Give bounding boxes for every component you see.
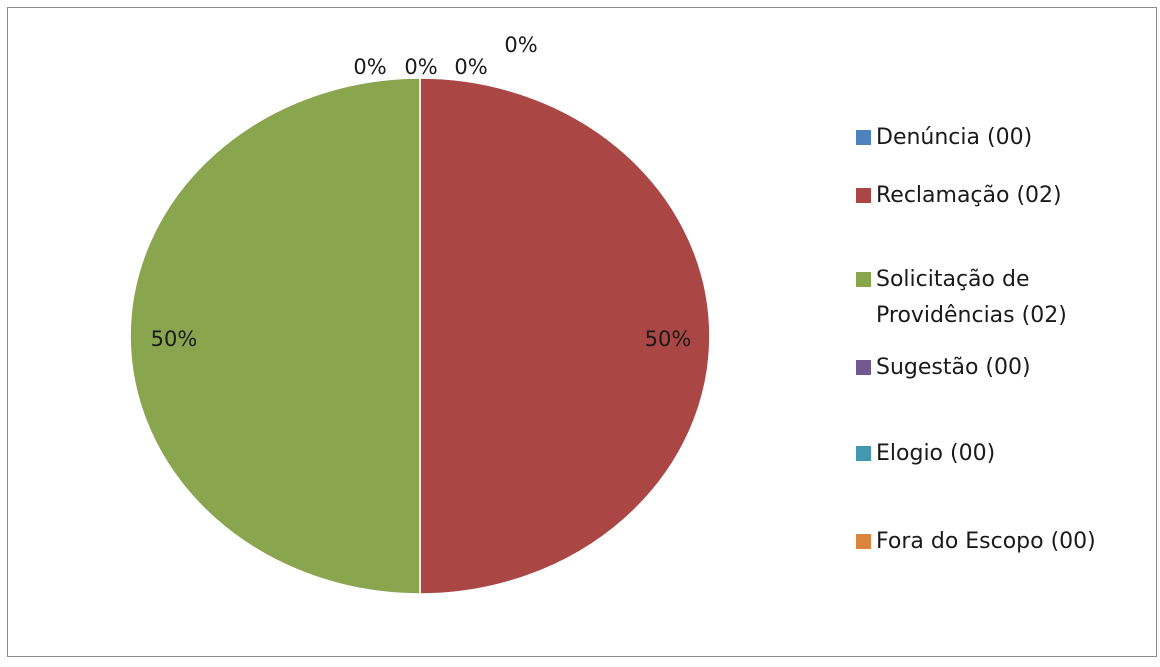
slice-percent-label: 0% (353, 55, 386, 79)
legend-label: Reclamação (02) (876, 183, 1062, 208)
slice-percent-label: 0% (404, 55, 437, 79)
legend-label: Elogio (00) (876, 441, 996, 466)
legend-label: Solicitação de Providências (02) (876, 267, 1067, 328)
legend-swatch (856, 360, 871, 375)
legend-item: Solicitação de Providências (02) (856, 262, 1067, 334)
slice-percent-label: 50% (645, 327, 692, 351)
legend-label: Sugestão (00) (876, 355, 1031, 380)
legend-item: Elogio (00) (856, 436, 995, 472)
legend-swatch (856, 272, 871, 287)
legend-item: Fora do Escopo (00) (856, 524, 1096, 560)
legend-swatch (856, 446, 871, 461)
legend-swatch (856, 534, 871, 549)
legend-item: Sugestão (00) (856, 350, 1031, 386)
legend-swatch (856, 188, 871, 203)
slice-percent-label: 0% (504, 33, 537, 57)
slice-percent-label: 0% (454, 55, 487, 79)
legend-item: Reclamação (02) (856, 178, 1062, 214)
chart-area: 0% 50% 50% 0% 0% 0% Denúncia (00) Reclamação (… (7, 7, 1157, 657)
pie-slice (419, 77, 711, 595)
pie-slice (129, 77, 421, 595)
legend-label: Fora do Escopo (00) (876, 529, 1096, 554)
slice-percent-label: 50% (151, 327, 198, 351)
legend-item: Denúncia (00) (856, 120, 1032, 156)
pie-chart: 0% 50% 50% 0% 0% 0% (129, 33, 711, 595)
legend-label: Denúncia (00) (876, 125, 1033, 150)
legend-swatch (856, 130, 871, 145)
